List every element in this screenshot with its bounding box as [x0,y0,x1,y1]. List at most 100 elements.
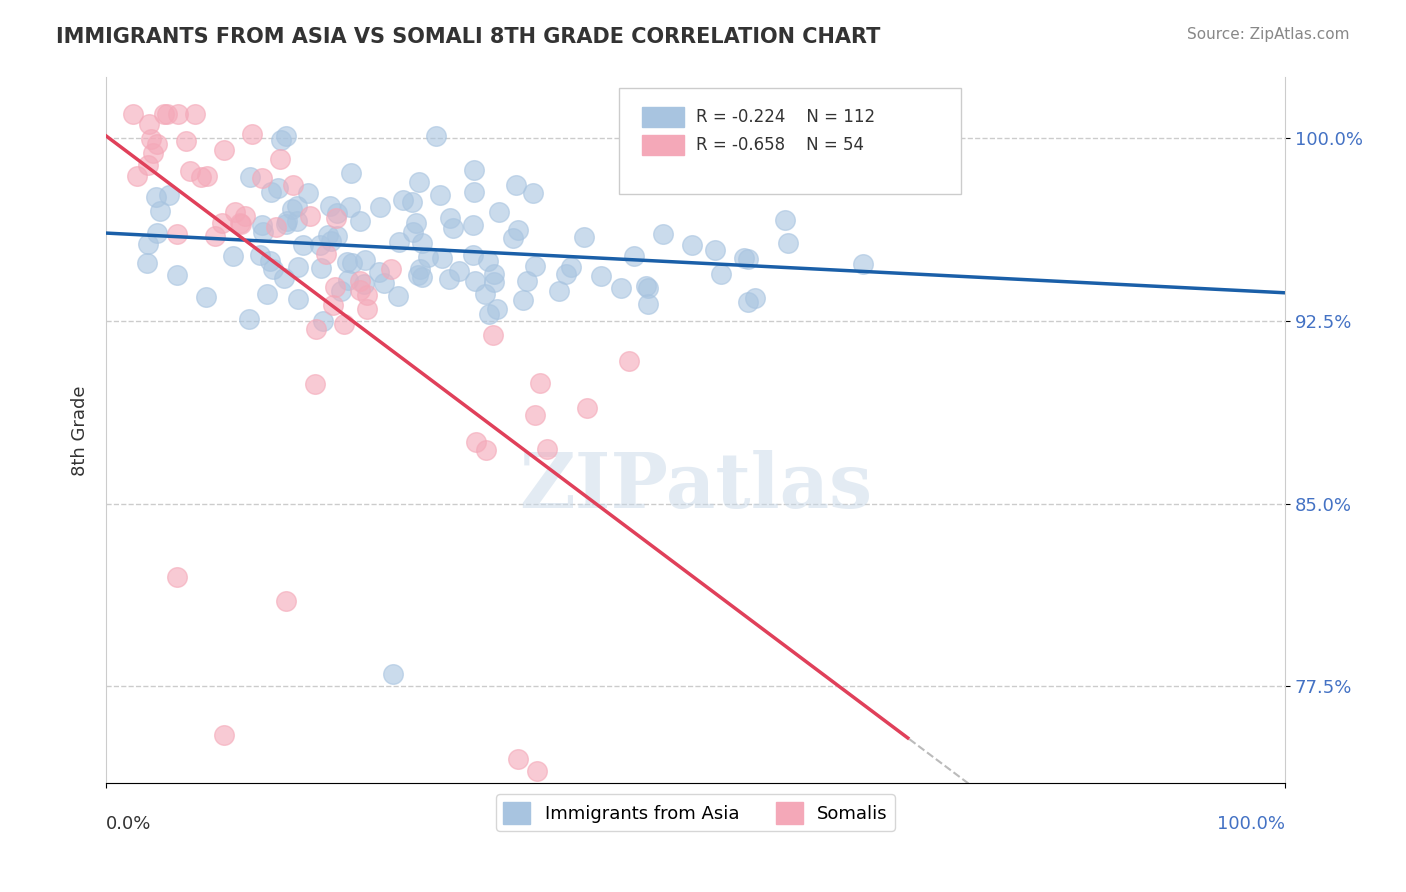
Point [522,186,544,201]
Point [401,194,423,209]
Point [256,287,278,301]
Point [250,218,273,232]
Point [315,247,337,261]
Text: R = -0.224    N = 112: R = -0.224 N = 112 [696,108,875,126]
Point [212,728,235,742]
Point [222,250,245,264]
Point [297,186,319,201]
Point [212,144,235,158]
Point [526,764,548,779]
Point [325,229,347,244]
Point [264,219,287,234]
Point [292,237,315,252]
Point [316,227,339,242]
Point [852,257,875,271]
Point [138,117,160,131]
Point [381,667,404,681]
Bar [643,107,683,127]
Point [228,216,250,230]
Point [276,594,298,608]
Point [156,107,179,121]
Point [482,267,505,281]
Point [349,283,371,297]
Point [349,214,371,228]
Point [474,443,496,458]
Point [408,262,430,277]
Point [488,205,510,219]
Point [512,293,534,307]
Point [461,219,484,233]
Point [737,252,759,266]
Point [305,322,328,336]
Point [516,274,538,288]
Point [167,107,190,121]
Point [425,128,447,143]
Point [523,260,546,274]
Text: 100.0%: 100.0% [1218,815,1285,833]
Point [349,274,371,288]
Point [260,185,283,199]
Point [776,235,799,250]
Point [576,401,599,416]
Point [449,264,471,278]
Point [308,238,330,252]
Point [274,217,297,231]
Point [637,297,659,311]
Point [136,256,159,270]
Point [136,158,159,172]
Point [408,175,430,189]
Point [204,228,226,243]
Point [464,274,486,288]
Point [555,267,578,281]
Point [166,227,188,242]
Point [125,169,148,184]
Point [402,225,425,239]
Point [276,214,298,228]
Point [733,251,755,265]
Point [287,260,309,275]
Point [267,181,290,195]
Point [269,152,291,166]
Point [744,291,766,305]
Point [429,188,451,202]
Point [356,301,378,316]
Point [174,134,197,148]
Point [166,268,188,283]
Point [231,217,253,231]
Point [623,249,645,263]
Point [233,209,256,223]
Point [465,435,488,450]
Point [270,133,292,147]
Point [388,235,411,250]
Point [392,194,415,208]
Point [139,132,162,146]
Point [252,226,274,240]
Point [387,289,409,303]
Point [336,273,359,287]
Point [506,752,529,766]
Point [249,248,271,262]
Point [285,214,308,228]
Point [184,107,207,121]
Point [710,267,733,281]
Point [145,226,167,240]
Point [737,294,759,309]
Point [224,205,246,219]
Point [482,275,505,289]
Point [179,164,201,178]
Text: 0.0%: 0.0% [105,815,152,833]
Point [319,199,342,213]
Point [589,268,612,283]
Point [122,107,145,121]
Point [195,169,218,183]
Point [157,188,180,202]
Point [211,216,233,230]
Point [319,234,342,248]
Point [323,280,346,294]
Point [463,185,485,199]
Point [523,409,546,423]
Point [406,268,429,283]
Point [380,261,402,276]
Point [610,281,633,295]
Text: ZIPatlas: ZIPatlas [519,450,872,524]
